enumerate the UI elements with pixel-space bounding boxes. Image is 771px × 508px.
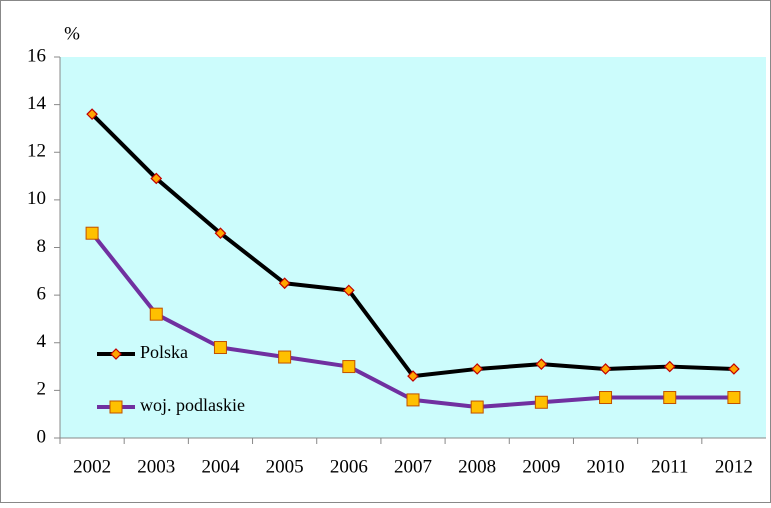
marker [534, 395, 548, 409]
marker [406, 393, 420, 407]
legend-label: woj. podlaskie [140, 395, 245, 415]
marker [278, 350, 292, 364]
marker [470, 400, 484, 414]
x-tick-label: 2007 [394, 456, 432, 477]
marker [278, 277, 291, 290]
x-tick-label: 2008 [458, 456, 496, 477]
marker [727, 391, 741, 405]
x-tick-label: 2010 [587, 456, 625, 477]
legend-label: Polska [140, 342, 188, 362]
marker [214, 227, 227, 240]
y-tick-label: 16 [27, 45, 46, 66]
x-tick-label: 2004 [201, 456, 240, 477]
y-tick-label: 12 [27, 141, 46, 162]
y-tick-label: 10 [27, 188, 46, 209]
y-tick-label: 2 [37, 379, 47, 400]
marker [213, 341, 227, 355]
marker [150, 172, 163, 185]
marker [535, 358, 548, 371]
y-tick-label: 6 [37, 283, 47, 304]
marker [728, 363, 740, 375]
x-tick-label: 2003 [137, 456, 175, 477]
marker [342, 360, 356, 374]
y-tick-label: 4 [37, 331, 47, 352]
x-tick-label: 2009 [522, 456, 560, 477]
x-tick-label: 2005 [266, 456, 304, 477]
marker [109, 400, 123, 414]
marker [407, 370, 419, 382]
x-tick-label: 2011 [651, 456, 688, 477]
marker [85, 226, 99, 240]
x-tick-label: 2006 [330, 456, 368, 477]
marker [663, 360, 676, 373]
marker [663, 391, 677, 405]
marker [149, 307, 163, 321]
marker [471, 363, 484, 375]
x-tick-label: 2002 [73, 456, 111, 477]
marker [342, 284, 355, 297]
marker [599, 391, 613, 405]
x-tick-label: 2012 [715, 456, 753, 477]
marker [110, 348, 122, 360]
y-tick-label: 14 [27, 93, 47, 114]
marker [86, 108, 98, 120]
marker [599, 363, 612, 375]
y-tick-label: 0 [37, 426, 47, 447]
y-axis-label: % [64, 23, 80, 44]
y-tick-label: 8 [37, 236, 47, 257]
